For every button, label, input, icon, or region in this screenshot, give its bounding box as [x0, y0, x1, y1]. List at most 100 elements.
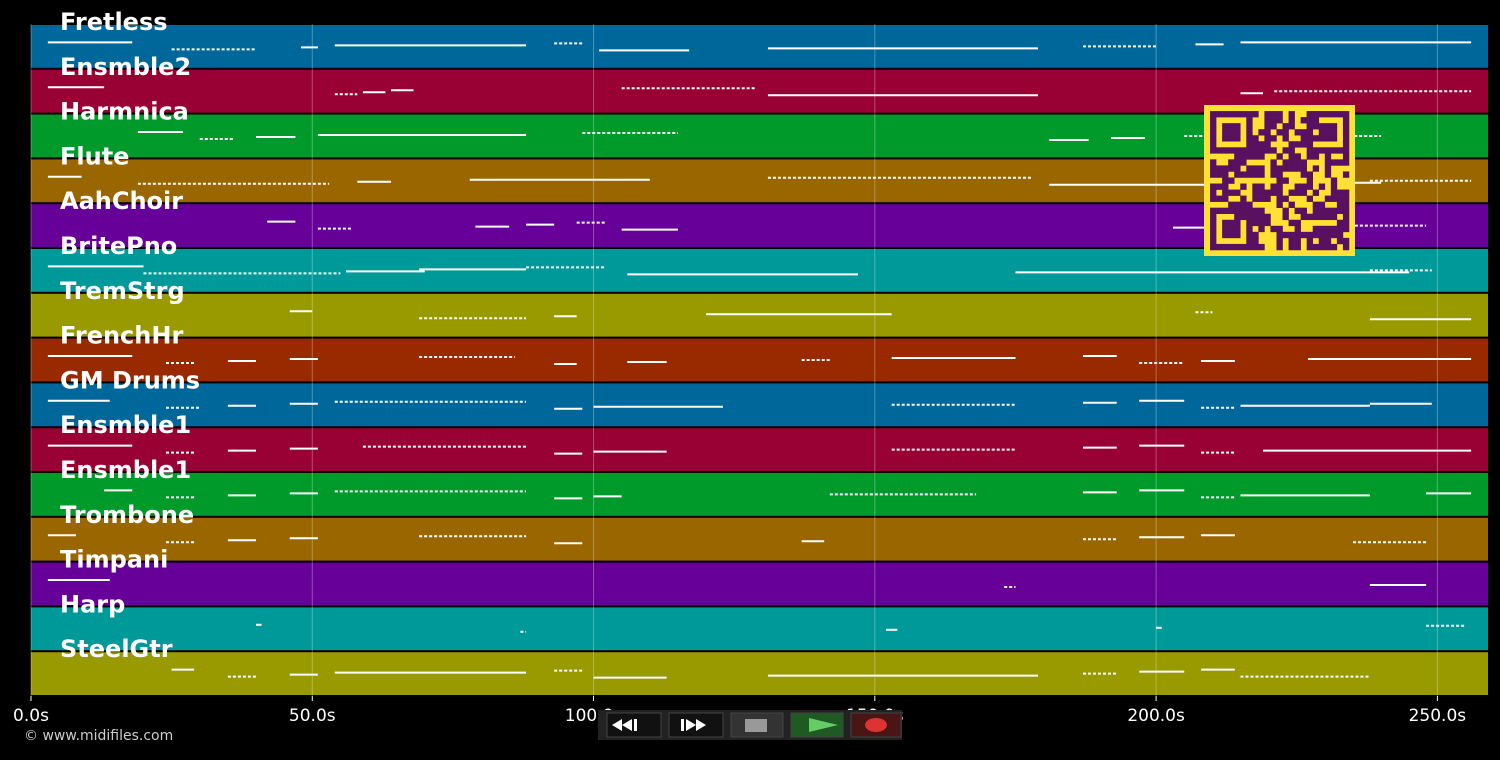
qr-cell: [1228, 189, 1235, 196]
qr-cell: [1252, 195, 1259, 202]
qr-cell: [1258, 243, 1265, 251]
qr-finder: [1222, 243, 1229, 251]
qr-finder: [1246, 219, 1253, 227]
qr-finder: [1342, 141, 1350, 148]
track-label: BritePno: [60, 232, 177, 260]
x-tick-label: 0.0s: [13, 706, 49, 726]
qr-cell: [1306, 153, 1314, 160]
qr-cell: [1264, 111, 1271, 118]
qr-cell: [1288, 231, 1295, 239]
qr-finder: [1246, 141, 1253, 148]
track-label: Timpani: [60, 546, 168, 574]
qr-cell: [1276, 201, 1283, 208]
qr-cell: [1240, 171, 1247, 178]
qr-finder: [1210, 231, 1217, 239]
qr-finder: [1210, 147, 1217, 154]
track-label: Fretless: [60, 8, 168, 36]
qr-finder: [1216, 111, 1223, 118]
qr-cell: [1246, 201, 1253, 208]
qr-finder: [1324, 129, 1332, 136]
qr-finder: [1210, 117, 1217, 124]
qr-cell: [1258, 183, 1265, 190]
qr-finder: [1306, 117, 1314, 124]
qr-finder: [1306, 123, 1314, 130]
qr-cell: [1276, 117, 1283, 124]
qr-finder: [1324, 123, 1332, 130]
qr-cell: [1276, 129, 1283, 136]
qr-cell: [1306, 231, 1314, 239]
qr-cell: [1330, 243, 1338, 251]
qr-cell: [1294, 141, 1301, 148]
qr-cell: [1240, 195, 1247, 202]
qr-cell: [1342, 195, 1350, 202]
qr-finder: [1342, 129, 1350, 136]
qr-cell: [1246, 153, 1253, 160]
qr-cell: [1294, 231, 1301, 239]
track-label: GM Drums: [60, 366, 200, 394]
qr-cell: [1300, 159, 1307, 166]
qr-cell: [1324, 195, 1332, 202]
qr-finder: [1330, 135, 1338, 142]
qr-finder: [1318, 111, 1326, 118]
qr-cell: [1258, 225, 1265, 233]
qr-finder: [1210, 219, 1217, 227]
qr-cell: [1306, 195, 1314, 202]
qr-cell: [1330, 213, 1338, 221]
qr-finder: [1222, 123, 1229, 130]
qr-cell: [1324, 165, 1332, 172]
qr-cell: [1294, 225, 1301, 233]
qr-finder: [1228, 129, 1235, 136]
qr-cell: [1252, 165, 1259, 172]
qr-cell: [1288, 153, 1295, 160]
qr-cell: [1312, 165, 1320, 172]
qr-finder: [1222, 225, 1229, 233]
qr-cell: [1288, 165, 1295, 172]
track-row: [31, 428, 1488, 471]
track-label: AahChoir: [60, 187, 183, 215]
qr-finder: [1240, 147, 1247, 154]
qr-cell: [1210, 189, 1217, 196]
qr-cell: [1234, 201, 1241, 208]
qr-cell: [1318, 243, 1326, 251]
qr-finder: [1210, 111, 1217, 118]
qr-finder: [1222, 129, 1229, 136]
qr-cell: [1270, 165, 1277, 172]
qr-cell: [1288, 219, 1295, 227]
qr-cell: [1306, 183, 1314, 190]
track-label: Flute: [60, 142, 129, 170]
qr-cell: [1222, 165, 1229, 172]
qr-cell: [1342, 171, 1350, 178]
qr-cell: [1318, 183, 1326, 190]
qr-finder: [1234, 225, 1241, 233]
qr-cell: [1288, 141, 1295, 148]
qr-cell: [1240, 183, 1247, 190]
qr-finder: [1234, 207, 1241, 215]
track-label: Ensmble1: [60, 411, 191, 439]
qr-cell: [1312, 225, 1320, 233]
qr-finder: [1234, 219, 1241, 227]
qr-cell: [1240, 213, 1247, 221]
qr-cell: [1282, 213, 1289, 221]
qr-cell: [1228, 201, 1235, 208]
qr-cell: [1264, 147, 1271, 154]
qr-finder: [1318, 135, 1326, 142]
qr-cell: [1276, 183, 1283, 190]
qr-cell: [1270, 147, 1277, 154]
qr-cell: [1324, 207, 1332, 215]
qr-cell: [1312, 243, 1320, 251]
qr-cell: [1258, 213, 1265, 221]
qr-finder: [1306, 141, 1314, 148]
qr-finder: [1342, 123, 1350, 130]
qr-cell: [1342, 153, 1350, 160]
qr-cell: [1342, 189, 1350, 196]
qr-finder: [1246, 243, 1253, 251]
qr-cell: [1300, 189, 1307, 196]
qr-cell: [1306, 243, 1314, 251]
qr-cell: [1330, 195, 1338, 202]
qr-cell: [1336, 189, 1344, 196]
qr-cell: [1222, 183, 1229, 190]
qr-finder: [1240, 207, 1247, 215]
qr-cell: [1234, 213, 1241, 221]
qr-cell: [1276, 171, 1283, 178]
track-row: [31, 562, 1488, 606]
